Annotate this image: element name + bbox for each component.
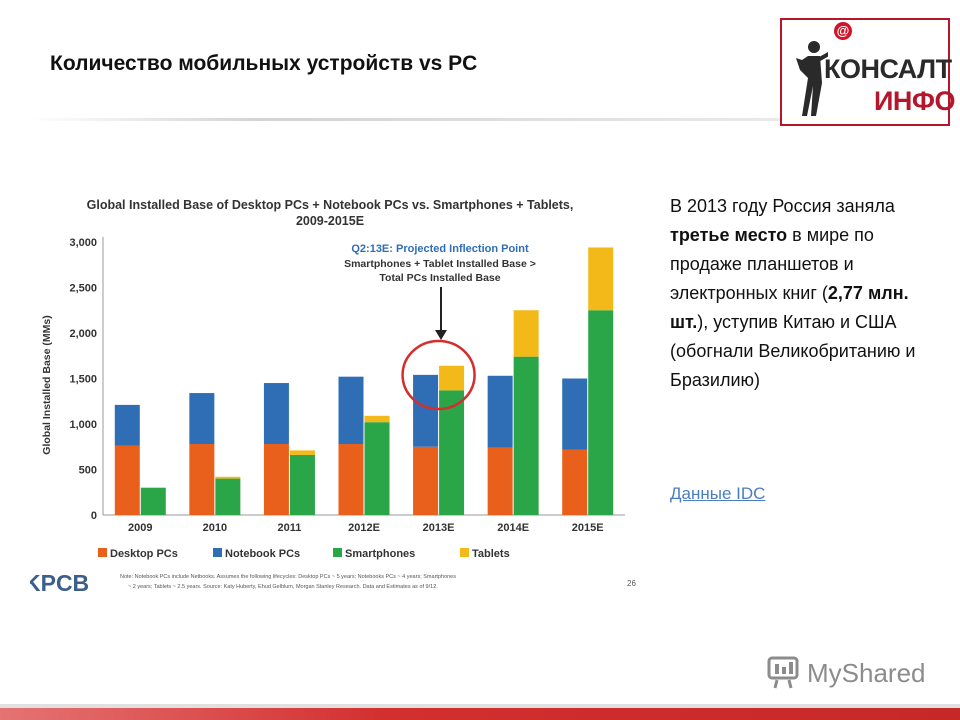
text-part-1: В 2013 году Россия заняла — [670, 196, 895, 216]
x-tick-label: 2011 — [277, 522, 301, 534]
y-tick-label: 0 — [91, 510, 97, 522]
chart-image: Global Installed Base of Desktop PCs + N… — [24, 185, 645, 600]
bar-smartphones — [588, 310, 614, 515]
title-divider — [30, 118, 790, 121]
source-logo: KPCB — [30, 570, 89, 596]
person-figure-icon — [796, 41, 828, 116]
chart-title-line-1: Global Installed Base of Desktop PCs + N… — [87, 198, 574, 212]
text-bold-volume: 2,77 млн. шт. — [670, 283, 909, 332]
legend-swatch — [333, 548, 342, 557]
bar-desktop-pcs — [189, 444, 215, 515]
footer-divider — [0, 704, 960, 708]
bar-notebook-pcs — [413, 374, 439, 447]
y-tick-label: 500 — [79, 465, 97, 477]
footer-band — [0, 708, 960, 720]
x-tick-label: 2012E — [348, 522, 380, 534]
legend-swatch — [460, 548, 469, 557]
bar-desktop-pcs — [263, 444, 289, 515]
bar-desktop-pcs — [338, 444, 364, 515]
legend-label: Desktop PCs — [110, 548, 178, 560]
annotation-line-3: Total PCs Installed Base — [379, 272, 500, 284]
legend-label: Smartphones — [345, 548, 415, 560]
russia-market-description: В 2013 году Россия заняла третье место в… — [670, 192, 935, 395]
annotation-line-1: Q2:13E: Projected Inflection Point — [351, 243, 529, 255]
myshared-text: MyShared — [807, 658, 926, 688]
chart-note-line-2: ~ 2 years; Tablets ~ 2.5 years. Source: … — [128, 584, 438, 590]
bar-notebook-pcs — [338, 376, 364, 445]
x-tick-label: 2014E — [497, 522, 529, 534]
installed-base-chart: Global Installed Base of Desktop PCs + N… — [24, 198, 636, 596]
inflection-highlight-ring — [401, 339, 476, 411]
chart-note-line-1: Note: Notebook PCs include Netbooks. Ass… — [120, 574, 456, 580]
text-part-2: в мире по продаже планшетов и электронны… — [670, 225, 874, 303]
legend-swatch — [213, 548, 222, 557]
myshared-logo-icon — [767, 656, 799, 689]
logo-line-1: КОНСАЛТ — [824, 54, 952, 84]
bar-notebook-pcs — [487, 375, 513, 448]
x-tick-label: 2015E — [572, 522, 604, 534]
bar-smartphones — [513, 356, 539, 515]
bar-smartphones — [289, 454, 315, 515]
bar-smartphones — [140, 487, 166, 515]
chart-title-line-2: 2009-2015E — [296, 214, 364, 228]
x-tick-label: 2010 — [203, 522, 227, 534]
text-part-3: ), уступив Китаю и США (обогнали Великоб… — [670, 312, 916, 390]
legend-label: Notebook PCs — [225, 548, 300, 560]
bar-tablets — [513, 310, 539, 357]
bar-notebook-pcs — [263, 383, 289, 445]
bar-desktop-pcs — [114, 445, 140, 515]
x-tick-label: 2013E — [423, 522, 455, 534]
y-tick-label: 1,500 — [69, 374, 97, 386]
logo-line-2: ИНФО — [874, 86, 955, 116]
slide-title: Количество мобильных устройств vs PC — [50, 52, 478, 75]
bar-notebook-pcs — [189, 393, 215, 445]
at-icon: @ — [834, 22, 852, 40]
bar-tablets — [364, 415, 390, 423]
bar-tablets — [289, 450, 315, 455]
bar-tablets — [215, 476, 241, 479]
bar-tablets — [439, 365, 465, 391]
bar-desktop-pcs — [413, 446, 439, 515]
bar-notebook-pcs — [562, 378, 588, 450]
bar-smartphones — [439, 390, 465, 515]
bar-smartphones — [215, 478, 241, 515]
legend-swatch — [98, 548, 107, 557]
y-tick-label: 3,000 — [69, 237, 97, 249]
y-tick-label: 2,500 — [69, 283, 97, 295]
bar-smartphones — [364, 422, 390, 515]
annotation-arrowhead — [435, 330, 447, 340]
y-axis-label: Global Installed Base (MMs) — [41, 315, 53, 454]
consult-info-logo: @ КОНСАЛТ ИНФО — [780, 18, 955, 126]
chart-page-number: 26 — [627, 579, 636, 588]
x-tick-label: 2009 — [128, 522, 152, 534]
bar-notebook-pcs — [114, 404, 140, 446]
legend-label: Tablets — [472, 548, 510, 560]
annotation-line-2: Smartphones + Tablet Installed Base > — [344, 258, 536, 270]
y-tick-label: 1,000 — [69, 419, 97, 431]
bar-desktop-pcs — [487, 447, 513, 515]
bar-tablets — [588, 247, 614, 311]
bar-desktop-pcs — [562, 449, 588, 515]
y-tick-label: 2,000 — [69, 328, 97, 340]
idc-data-link[interactable]: Данные IDC — [670, 484, 766, 503]
text-bold-rank: третье место — [670, 225, 788, 245]
